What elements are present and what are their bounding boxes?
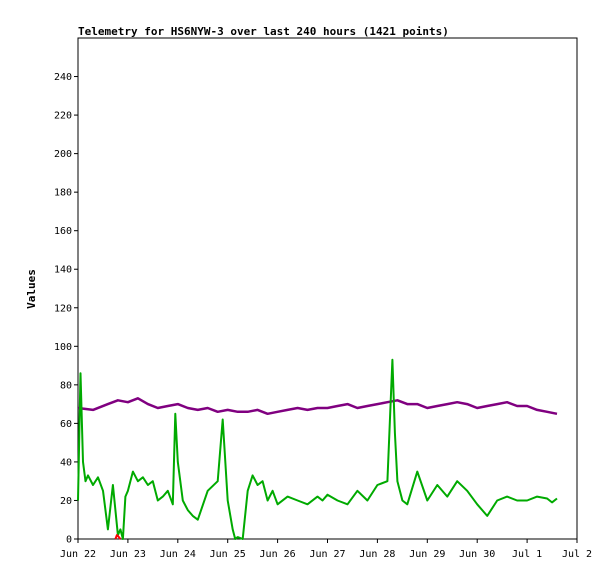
y-tick-label: 220 <box>54 111 72 122</box>
x-tick-label: Jul 1 <box>512 549 542 560</box>
y-tick-label: 120 <box>54 303 72 314</box>
y-tick-label: 100 <box>54 342 72 353</box>
series-group <box>77 358 558 540</box>
y-tick-label: 200 <box>54 149 72 160</box>
x-tick-label: Jun 22 <box>60 549 96 560</box>
x-tick-label: Jun 26 <box>260 549 296 560</box>
x-tick-label: Jun 30 <box>459 549 495 560</box>
y-tick-label: 0 <box>66 535 72 546</box>
y-tick-label: 240 <box>54 72 72 83</box>
y-tick-label: 40 <box>60 457 72 468</box>
x-tick-label: Jun 25 <box>210 549 246 560</box>
x-tick-label: Jun 24 <box>160 549 196 560</box>
y-tick-label: 20 <box>60 496 72 507</box>
x-tick-label: Jul 2 <box>562 549 592 560</box>
y-tick-label: 180 <box>54 188 72 199</box>
x-tick-label: Jun 23 <box>110 549 146 560</box>
y-axis: 0 20 40 60 80 100 120 140 160 180 200 220 240 <box>54 72 78 546</box>
series-line-2 <box>77 358 558 540</box>
y-tick-label: 140 <box>54 265 72 276</box>
series-line-3 <box>114 534 122 540</box>
x-tick-label: Jun 28 <box>359 549 395 560</box>
y-axis-label: Values <box>25 269 38 309</box>
y-tick-label: 160 <box>54 226 72 237</box>
chart-title: Telemetry for HS6NYW-3 over last 240 hou… <box>78 25 449 38</box>
x-tick-label: Jun 29 <box>409 549 445 560</box>
series-line-1 <box>77 397 558 416</box>
y-tick-label: 80 <box>60 380 72 391</box>
x-tick-label: Jun 27 <box>309 549 345 560</box>
y-tick-label: 60 <box>60 419 72 430</box>
x-axis: Jun 22 Jun 23 Jun 24 Jun 25 Jun 26 Jun 27 Jun … <box>60 539 592 560</box>
plot-frame <box>77 37 578 540</box>
